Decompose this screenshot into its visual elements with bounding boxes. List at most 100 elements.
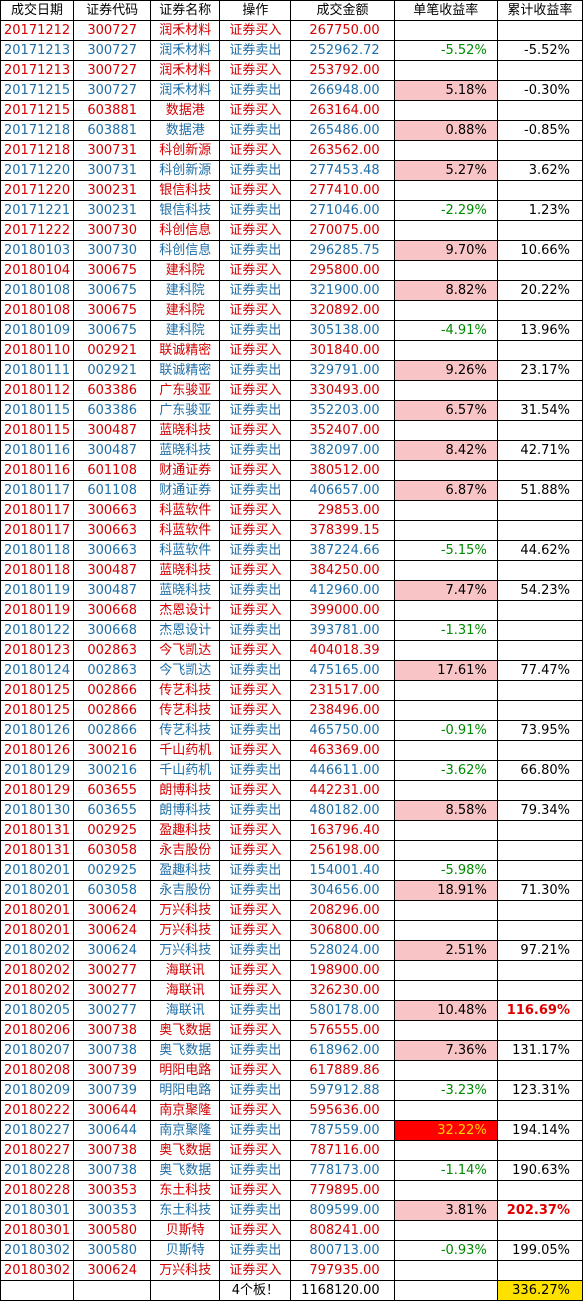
cell-operation: 证券买入 xyxy=(219,520,292,541)
cell-code: 300231 xyxy=(73,200,152,221)
cell-name: 蓝晓科技 xyxy=(150,560,221,581)
cell-name: 海联讯 xyxy=(150,1000,221,1021)
cell-date: 20180201 xyxy=(0,880,75,901)
cell-operation: 证券卖出 xyxy=(219,400,292,421)
table-row: 20171221 300231 银信科技 证券卖出 271046.00 -2.29% 1.2… xyxy=(0,200,584,221)
cell-operation: 证券卖出 xyxy=(219,860,292,881)
total-empty-name xyxy=(150,1280,221,1301)
cell-operation: 证券卖出 xyxy=(219,760,292,781)
cell-single-return xyxy=(393,1220,498,1241)
cell-date: 20180125 xyxy=(0,700,75,721)
cell-single-return xyxy=(393,140,498,161)
cell-single-return: -3.23% xyxy=(393,1080,498,1101)
cell-operation: 证券买入 xyxy=(219,1220,292,1241)
cell-operation: 证券买入 xyxy=(219,340,292,361)
cell-single-return xyxy=(393,640,498,661)
cell-cumulative-return: -0.30% xyxy=(496,80,584,101)
cell-single-return: -5.15% xyxy=(393,540,498,561)
cell-cumulative-return xyxy=(496,560,584,581)
cell-name: 财通证券 xyxy=(150,480,221,501)
cell-name: 奥飞数据 xyxy=(150,1020,221,1041)
cell-name: 千山药机 xyxy=(150,740,221,761)
cell-code: 300675 xyxy=(73,260,152,281)
cell-name: 贝斯特 xyxy=(150,1240,221,1261)
cell-operation: 证券卖出 xyxy=(219,660,292,681)
table-row: 20180117 300663 科蓝软件 证券买入 378399.15 xyxy=(0,520,584,541)
table-row: 20171215 300727 润禾材料 证券卖出 266948.00 5.18% -0.3… xyxy=(0,80,584,101)
cell-code: 601108 xyxy=(73,460,152,481)
cell-date: 20180131 xyxy=(0,840,75,861)
cell-single-return xyxy=(393,960,498,981)
cell-date: 20180129 xyxy=(0,760,75,781)
cell-date: 20180201 xyxy=(0,920,75,941)
cell-cumulative-return xyxy=(496,1100,584,1121)
cell-amount: 463369.00 xyxy=(290,740,395,761)
cell-name: 润禾材料 xyxy=(150,60,221,81)
cell-amount: 446611.00 xyxy=(290,760,395,781)
cell-operation: 证券卖出 xyxy=(219,1080,292,1101)
cell-name: 东土科技 xyxy=(150,1180,221,1201)
cell-date: 20180130 xyxy=(0,800,75,821)
cell-date: 20180227 xyxy=(0,1120,75,1141)
cell-name: 海联讯 xyxy=(150,960,221,981)
cell-code: 300487 xyxy=(73,440,152,461)
table-row: 20180201 603058 永吉股份 证券卖出 304656.00 18.91% 71.… xyxy=(0,880,584,901)
cell-name: 传艺科技 xyxy=(150,700,221,721)
cell-code: 300731 xyxy=(73,140,152,161)
cell-operation: 证券卖出 xyxy=(219,1160,292,1181)
table-row: 20180206 300738 奥飞数据 证券买入 576555.00 xyxy=(0,1020,584,1041)
cell-code: 300738 xyxy=(73,1020,152,1041)
cell-code: 603655 xyxy=(73,800,152,821)
table-row: 20180202 300277 海联讯 证券买入 198900.00 xyxy=(0,960,584,981)
cell-single-return xyxy=(393,100,498,121)
cell-code: 300624 xyxy=(73,920,152,941)
cell-date: 20180117 xyxy=(0,500,75,521)
cell-cumulative-return: 13.96% xyxy=(496,320,584,341)
cell-date: 20180227 xyxy=(0,1140,75,1161)
table-row: 20180208 300739 明阳电路 证券买入 617889.86 xyxy=(0,1060,584,1081)
cell-date: 20180131 xyxy=(0,820,75,841)
cell-cumulative-return: 97.21% xyxy=(496,940,584,961)
cell-amount: 412960.00 xyxy=(290,580,395,601)
cell-operation: 证券买入 xyxy=(219,1060,292,1081)
cell-operation: 证券买入 xyxy=(219,820,292,841)
cell-single-return xyxy=(393,60,498,81)
cell-date: 20180108 xyxy=(0,280,75,301)
cell-amount: 252962.72 xyxy=(290,40,395,61)
cell-code: 300231 xyxy=(73,180,152,201)
cell-operation: 证券买入 xyxy=(219,1180,292,1201)
cell-operation: 证券卖出 xyxy=(219,80,292,101)
cell-single-return: 3.81% xyxy=(393,1200,498,1221)
cell-single-return: 32.22% xyxy=(393,1120,498,1141)
cell-code: 300727 xyxy=(73,40,152,61)
cell-code: 603655 xyxy=(73,780,152,801)
cell-date: 20180117 xyxy=(0,480,75,501)
table-row: 20180131 603058 永吉股份 证券买入 256198.00 xyxy=(0,840,584,861)
cell-date: 20180108 xyxy=(0,300,75,321)
table-row: 20180125 002866 传艺科技 证券买入 231517.00 xyxy=(0,680,584,701)
cell-code: 300644 xyxy=(73,1120,152,1141)
cell-cumulative-return: 199.05% xyxy=(496,1240,584,1261)
cell-date: 20180115 xyxy=(0,400,75,421)
cell-amount: 475165.00 xyxy=(290,660,395,681)
cell-code: 300730 xyxy=(73,240,152,261)
cell-date: 20180201 xyxy=(0,900,75,921)
total-empty-single xyxy=(393,1280,498,1301)
cell-cumulative-return: 1.23% xyxy=(496,200,584,221)
cell-name: 明阳电路 xyxy=(150,1080,221,1101)
cell-amount: 270075.00 xyxy=(290,220,395,241)
cell-amount: 797935.00 xyxy=(290,1260,395,1281)
header-date: 成交日期 xyxy=(0,0,75,21)
cell-single-return xyxy=(393,1100,498,1121)
cell-amount: 266948.00 xyxy=(290,80,395,101)
cell-amount: 387224.66 xyxy=(290,540,395,561)
cell-name: 财通证券 xyxy=(150,460,221,481)
cell-code: 300738 xyxy=(73,1160,152,1181)
cell-date: 20180301 xyxy=(0,1220,75,1241)
table-row: 20180201 002925 盈趣科技 证券卖出 154001.40 -5.98% xyxy=(0,860,584,881)
cell-date: 20180119 xyxy=(0,600,75,621)
table-row: 20180116 300487 蓝晓科技 证券卖出 382097.00 8.42% 42.7… xyxy=(0,440,584,461)
cell-cumulative-return xyxy=(496,260,584,281)
table-row: 20180119 300487 蓝晓科技 证券卖出 412960.00 7.47% 54.2… xyxy=(0,580,584,601)
cell-amount: 809599.00 xyxy=(290,1200,395,1221)
